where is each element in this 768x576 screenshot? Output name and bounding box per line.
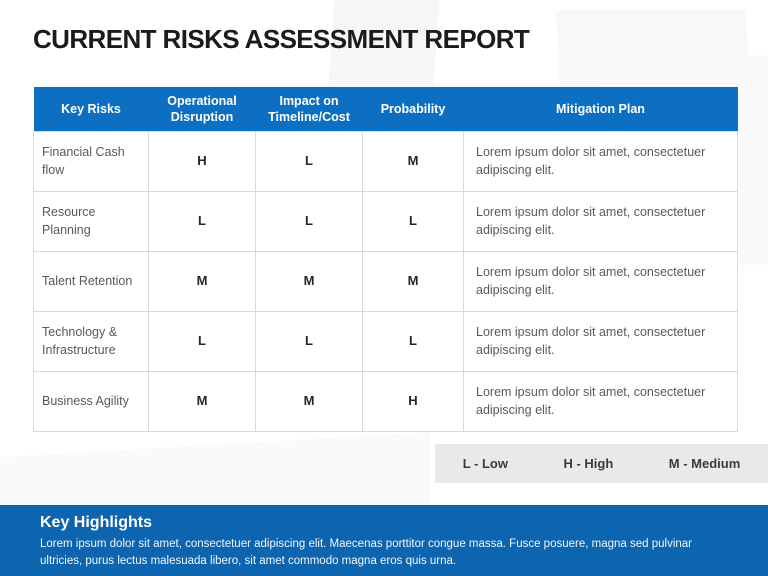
probability-cell: M bbox=[362, 130, 464, 192]
column-header-mitigation-plan: Mitigation Plan bbox=[463, 87, 738, 131]
risk-name-cell: Financial Cash flow bbox=[33, 130, 149, 192]
operational-disruption-cell: L bbox=[148, 310, 256, 372]
key-highlights-title: Key Highlights bbox=[40, 514, 153, 531]
operational-disruption-cell: M bbox=[148, 370, 256, 432]
impact-cell: L bbox=[255, 130, 363, 192]
legend-item-medium: M - Medium bbox=[668, 456, 741, 471]
table-row: Business Agility M M H Lorem ipsum dolor… bbox=[33, 370, 738, 432]
mitigation-cell: Lorem ipsum dolor sit amet, consectetuer… bbox=[463, 190, 738, 252]
key-highlights-body: Lorem ipsum dolor sit amet, consectetuer… bbox=[40, 538, 692, 567]
column-header-operational-disruption: Operational Disruption bbox=[148, 87, 256, 131]
probability-cell: M bbox=[362, 250, 464, 312]
mitigation-cell: Lorem ipsum dolor sit amet, consectetuer… bbox=[463, 130, 738, 192]
probability-cell: L bbox=[362, 310, 464, 372]
risk-assessment-table: Key Risks Operational Disruption Impact … bbox=[33, 87, 738, 432]
probability-cell: L bbox=[362, 190, 464, 252]
operational-disruption-cell: H bbox=[148, 130, 256, 192]
operational-disruption-cell: M bbox=[148, 250, 256, 312]
impact-cell: L bbox=[255, 310, 363, 372]
probability-cell: H bbox=[362, 370, 464, 432]
impact-cell: M bbox=[255, 370, 363, 432]
column-header-key-risks: Key Risks bbox=[33, 87, 149, 131]
legend-item-high: H - High bbox=[563, 456, 614, 471]
column-header-probability: Probability bbox=[362, 87, 464, 131]
column-header-impact-timeline-cost: Impact on Timeline/Cost bbox=[255, 87, 363, 131]
table-row: Financial Cash flow H L M Lorem ipsum do… bbox=[33, 130, 738, 192]
risk-name-cell: Talent Retention bbox=[33, 250, 149, 312]
mitigation-cell: Lorem ipsum dolor sit amet, consectetuer… bbox=[463, 310, 738, 372]
table-row: Talent Retention M M M Lorem ipsum dolor… bbox=[33, 250, 738, 312]
table-row: Resource Planning L L L Lorem ipsum dolo… bbox=[33, 190, 738, 252]
key-highlights-banner: Key Highlights Lorem ipsum dolor sit ame… bbox=[0, 505, 768, 576]
impact-cell: L bbox=[255, 190, 363, 252]
rating-legend: L - Low H - High M - Medium bbox=[435, 444, 768, 483]
risk-name-cell: Technology & Infrastructure bbox=[33, 310, 149, 372]
impact-cell: M bbox=[255, 250, 363, 312]
table-row: Technology & Infrastructure L L L Lorem … bbox=[33, 310, 738, 372]
legend-item-low: L - Low bbox=[462, 456, 508, 471]
table-header-row: Key Risks Operational Disruption Impact … bbox=[33, 87, 738, 131]
risk-name-cell: Resource Planning bbox=[33, 190, 149, 252]
mitigation-cell: Lorem ipsum dolor sit amet, consectetuer… bbox=[463, 370, 738, 432]
operational-disruption-cell: L bbox=[148, 190, 256, 252]
background-shape bbox=[0, 432, 430, 504]
risk-name-cell: Business Agility bbox=[33, 370, 149, 432]
page-title: CURRENT RISKS ASSESSMENT REPORT bbox=[33, 24, 530, 54]
mitigation-cell: Lorem ipsum dolor sit amet, consectetuer… bbox=[463, 250, 738, 312]
